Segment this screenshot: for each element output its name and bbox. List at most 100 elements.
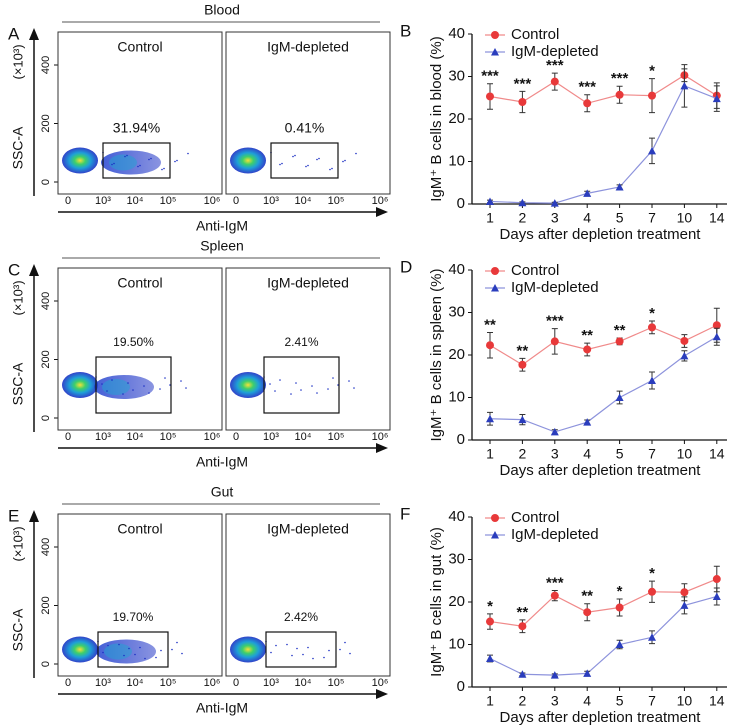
x-tick-label: 0	[233, 431, 239, 443]
event-dot	[344, 159, 346, 162]
series-line	[489, 85, 718, 204]
event-dot	[106, 390, 108, 392]
event-dot	[155, 656, 157, 659]
density-blob	[62, 372, 98, 398]
event-dot	[331, 167, 333, 170]
x-tick-label: 10⁶	[372, 431, 389, 443]
marker	[712, 592, 721, 600]
y-tick-label: 40	[448, 25, 465, 42]
y-tick-label: 400	[40, 56, 52, 74]
marker	[550, 337, 559, 346]
event-dot	[274, 390, 276, 392]
significance: ***	[546, 313, 564, 330]
x-tick-label: 10⁶	[204, 677, 221, 689]
x-tick-label: 0	[65, 677, 71, 689]
event-dot	[329, 168, 331, 171]
plot-frame	[225, 267, 391, 431]
gate	[263, 356, 340, 414]
y-tick-label: 0	[40, 415, 52, 421]
gate-percent: 0.41%	[285, 120, 325, 136]
density-blob	[62, 636, 98, 663]
significance: *	[649, 565, 655, 582]
marker	[680, 336, 689, 345]
x-tick-label: 0	[65, 431, 71, 443]
event-dot	[111, 379, 113, 381]
marker	[518, 198, 527, 207]
event-dot	[107, 644, 109, 647]
plot-label: Control	[117, 39, 162, 55]
significance: **	[581, 588, 593, 605]
event-dot	[344, 641, 346, 644]
gate-percent: 31.94%	[113, 120, 160, 136]
event-dot	[128, 647, 130, 650]
event-dot	[139, 646, 141, 649]
event-dot	[292, 155, 294, 158]
series-line	[489, 324, 718, 366]
event-dot	[144, 657, 146, 660]
density-blob	[62, 147, 98, 174]
event-dot	[318, 157, 320, 160]
x-tick-label: 10³	[263, 195, 279, 207]
marker	[648, 376, 656, 384]
marker	[712, 94, 721, 103]
y-axis-label: SSC-A	[10, 608, 26, 651]
y-tick-label: 0	[40, 179, 52, 185]
y-axis-unit: (×10³)	[10, 280, 25, 315]
event-dot	[113, 162, 115, 165]
significance: *	[649, 63, 655, 80]
series-line	[489, 336, 718, 433]
gate	[95, 356, 172, 414]
marker	[550, 77, 559, 86]
event-dot	[132, 389, 134, 391]
significance: ***	[546, 574, 564, 591]
y-tick-label: 40	[448, 508, 465, 525]
x-axis-label: Days after depletion treatment	[500, 709, 702, 726]
legend-marker	[491, 267, 499, 275]
marker	[615, 183, 624, 191]
event-dot	[164, 377, 166, 379]
marker	[550, 427, 559, 436]
significance: ***	[481, 68, 499, 85]
event-dot	[148, 158, 150, 161]
marker	[712, 332, 721, 341]
significance: **	[484, 316, 496, 333]
plot-label: IgM-depleted	[267, 275, 349, 291]
event-dot	[148, 392, 150, 394]
y-axis-unit: (×10³)	[10, 526, 25, 561]
x-tick-label: 10⁵	[160, 431, 177, 443]
significance: **	[614, 322, 626, 339]
arrowhead	[376, 443, 388, 453]
legend-label: IgM-depleted	[511, 279, 599, 296]
marker	[680, 351, 689, 360]
event-dot	[118, 643, 120, 646]
y-axis-unit: (×10³)	[10, 44, 25, 79]
significance: ***	[546, 57, 564, 74]
marker	[712, 321, 721, 330]
x-tick-label: 10	[677, 446, 693, 462]
marker	[648, 91, 656, 100]
event-dot	[332, 377, 334, 379]
x-axis-label: Anti-IgM	[196, 454, 248, 470]
event-dot	[123, 654, 125, 657]
event-dot	[269, 383, 271, 385]
event-dot	[305, 165, 307, 168]
x-axis-label: Anti-IgM	[196, 218, 248, 234]
event-dot	[134, 653, 136, 656]
x-tick-label: 10³	[263, 431, 279, 443]
gate-percent: 19.50%	[113, 335, 154, 349]
arrowhead	[29, 264, 39, 276]
arrowhead	[29, 28, 39, 40]
event-dot	[294, 154, 296, 157]
gate	[265, 631, 337, 668]
gate-percent: 2.42%	[284, 610, 318, 624]
x-axis-label: Days after depletion treatment	[500, 462, 702, 479]
legend-marker	[491, 48, 499, 56]
panel-letter: D	[400, 257, 412, 276]
panel-letter: F	[400, 504, 410, 523]
marker	[486, 414, 494, 423]
marker	[583, 345, 592, 354]
marker	[680, 81, 689, 90]
y-axis-label: IgM⁺ B cells in spleen (%)	[428, 269, 445, 442]
marker	[680, 601, 689, 609]
